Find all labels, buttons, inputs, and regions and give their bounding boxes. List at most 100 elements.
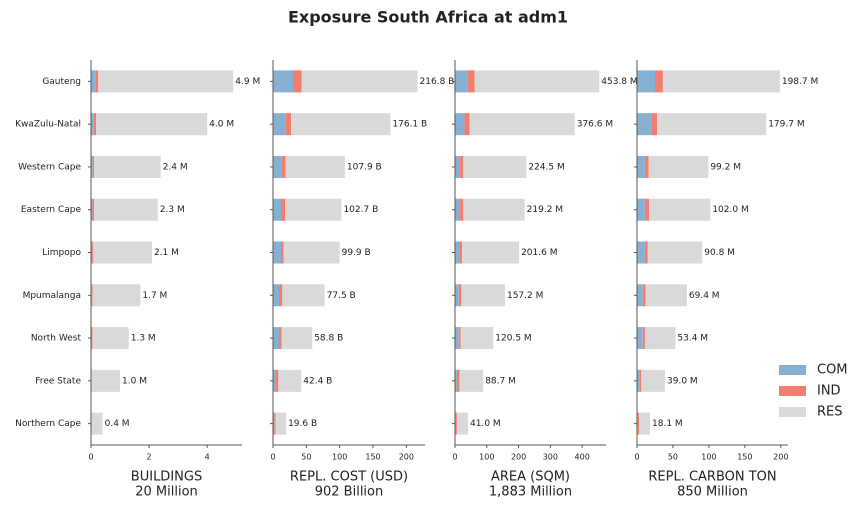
bar-segment: [93, 113, 97, 136]
bar-segment: [657, 113, 767, 136]
value-label: 88.7 M: [485, 376, 516, 386]
bar-segment: [281, 198, 285, 221]
bar-segment: [463, 155, 527, 178]
bar-segment: [91, 369, 121, 392]
bar-segment: [455, 327, 459, 350]
value-label: 69.4 M: [689, 291, 720, 301]
value-label: 4.0 M: [209, 120, 234, 130]
bar-segment: [460, 327, 494, 350]
x-tick-label: 150: [737, 453, 752, 462]
bar-segment: [301, 70, 418, 93]
x-tick-label: 150: [365, 453, 380, 462]
value-label: 99.9 B: [342, 248, 371, 258]
value-label: 53.4 M: [677, 334, 708, 344]
bar-segment: [281, 327, 313, 350]
bar-segment: [649, 198, 711, 221]
bar-segment: [648, 155, 709, 178]
x-tick-label: 4: [205, 453, 210, 462]
x-axis-total: 850 Million: [677, 485, 748, 500]
value-label: 198.7 M: [782, 77, 818, 87]
bar-segment: [467, 70, 475, 93]
bar-segment: [455, 113, 465, 136]
bar-segment: [461, 241, 520, 264]
value-label: 1.7 M: [142, 291, 167, 301]
bar-segment: [455, 284, 459, 307]
bar-segment: [637, 284, 643, 307]
category-label: Free State: [35, 376, 81, 386]
bar-segment: [92, 327, 129, 350]
bar-segment: [94, 155, 161, 178]
bar-segment: [281, 241, 284, 264]
bar-segment: [91, 412, 103, 435]
value-label: 102.0 M: [712, 205, 748, 215]
value-label: 216.8 B: [420, 77, 455, 87]
bar-segment: [662, 70, 780, 93]
x-axis-label: AREA (SQM): [491, 470, 570, 485]
bar-segment: [91, 198, 93, 221]
bar-segment: [644, 327, 676, 350]
bar-segment: [285, 113, 291, 136]
value-label: 39.0 M: [667, 376, 698, 386]
value-label: 201.6 M: [521, 248, 557, 258]
x-tick-label: 2: [147, 453, 152, 462]
x-axis-total: 20 Million: [135, 485, 198, 500]
bar-segment: [273, 113, 286, 136]
bar-segment: [94, 198, 158, 221]
legend-label: RES: [817, 405, 843, 420]
bar-segment: [464, 113, 470, 136]
value-label: 4.9 M: [235, 77, 260, 87]
value-label: 2.1 M: [154, 248, 179, 258]
bar-segment: [460, 155, 464, 178]
category-label: Gauteng: [42, 77, 81, 87]
value-label: 176.1 B: [392, 120, 427, 130]
bar-segment: [91, 70, 96, 93]
bar-segment: [91, 113, 94, 136]
x-tick-label: 200: [773, 453, 788, 462]
bar-segment: [98, 70, 234, 93]
x-tick-label: 50: [301, 453, 311, 462]
x-tick-label: 200: [399, 453, 414, 462]
bar-segment: [273, 284, 279, 307]
value-label: 2.4 M: [163, 162, 188, 172]
bar-segment: [639, 412, 651, 435]
bar-segment: [285, 155, 345, 178]
bar-segment: [273, 241, 281, 264]
bar-segment: [463, 198, 525, 221]
value-label: 1.3 M: [131, 334, 156, 344]
x-axis-total: 1,883 Million: [489, 485, 572, 500]
value-label: 107.9 B: [347, 162, 382, 172]
value-label: 0.4 M: [105, 419, 130, 429]
bar-segment: [93, 241, 152, 264]
bar-segment: [645, 284, 687, 307]
bar-segment: [647, 241, 703, 264]
bar-segment: [641, 369, 666, 392]
value-label: 58.8 B: [314, 334, 343, 344]
x-tick-label: 50: [668, 453, 678, 462]
value-label: 219.2 M: [527, 205, 563, 215]
value-label: 18.1 M: [652, 419, 683, 429]
value-label: 42.4 B: [303, 376, 332, 386]
value-label: 90.8 M: [704, 248, 735, 258]
bar-segment: [285, 198, 342, 221]
bar-segment: [282, 284, 325, 307]
category-label: KwaZulu-Natal: [15, 120, 81, 130]
value-label: 120.5 M: [495, 334, 531, 344]
bar-segment: [651, 113, 658, 136]
x-tick-label: 0: [270, 453, 275, 462]
bar-segment: [275, 369, 279, 392]
figure-title: Exposure South Africa at adm1: [288, 8, 568, 27]
x-tick-label: 100: [479, 453, 494, 462]
value-label: 99.2 M: [710, 162, 741, 172]
bar-segment: [95, 70, 99, 93]
bar-segment: [644, 241, 648, 264]
bar-segment: [273, 327, 279, 350]
legend-swatch: [779, 407, 806, 417]
bar-segment: [92, 284, 141, 307]
x-axis-label: BUILDINGS: [131, 470, 202, 485]
bar-segment: [273, 369, 276, 392]
bar-segment: [455, 241, 460, 264]
bar-segment: [455, 369, 457, 392]
legend-swatch: [779, 365, 806, 375]
bar-segment: [637, 241, 645, 264]
